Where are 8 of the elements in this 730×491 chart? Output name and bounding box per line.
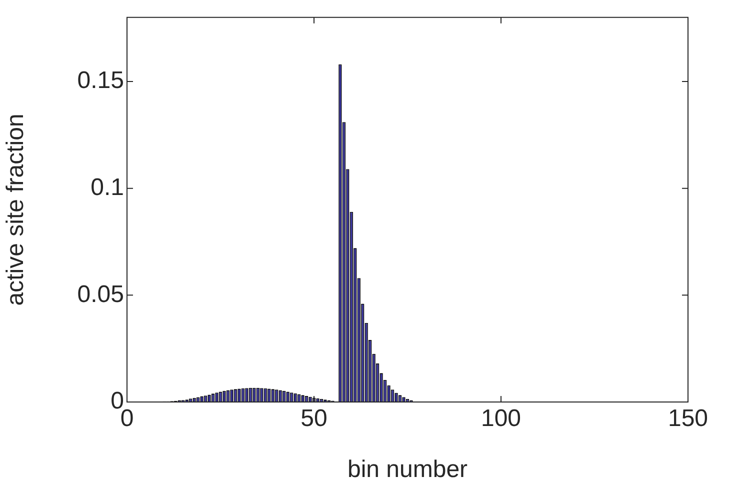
y-tick-label: 0.05: [77, 280, 124, 308]
x-tick-label: 150: [668, 405, 708, 432]
y-tick-label: 0.1: [90, 174, 124, 201]
x-tick-label: 100: [480, 405, 522, 432]
y-tick-label: 0.15: [77, 67, 124, 94]
x-axis-title: bin number: [347, 456, 468, 484]
x-tick-label: 50: [300, 405, 328, 432]
y-axis-title: active site fraction: [2, 114, 30, 306]
